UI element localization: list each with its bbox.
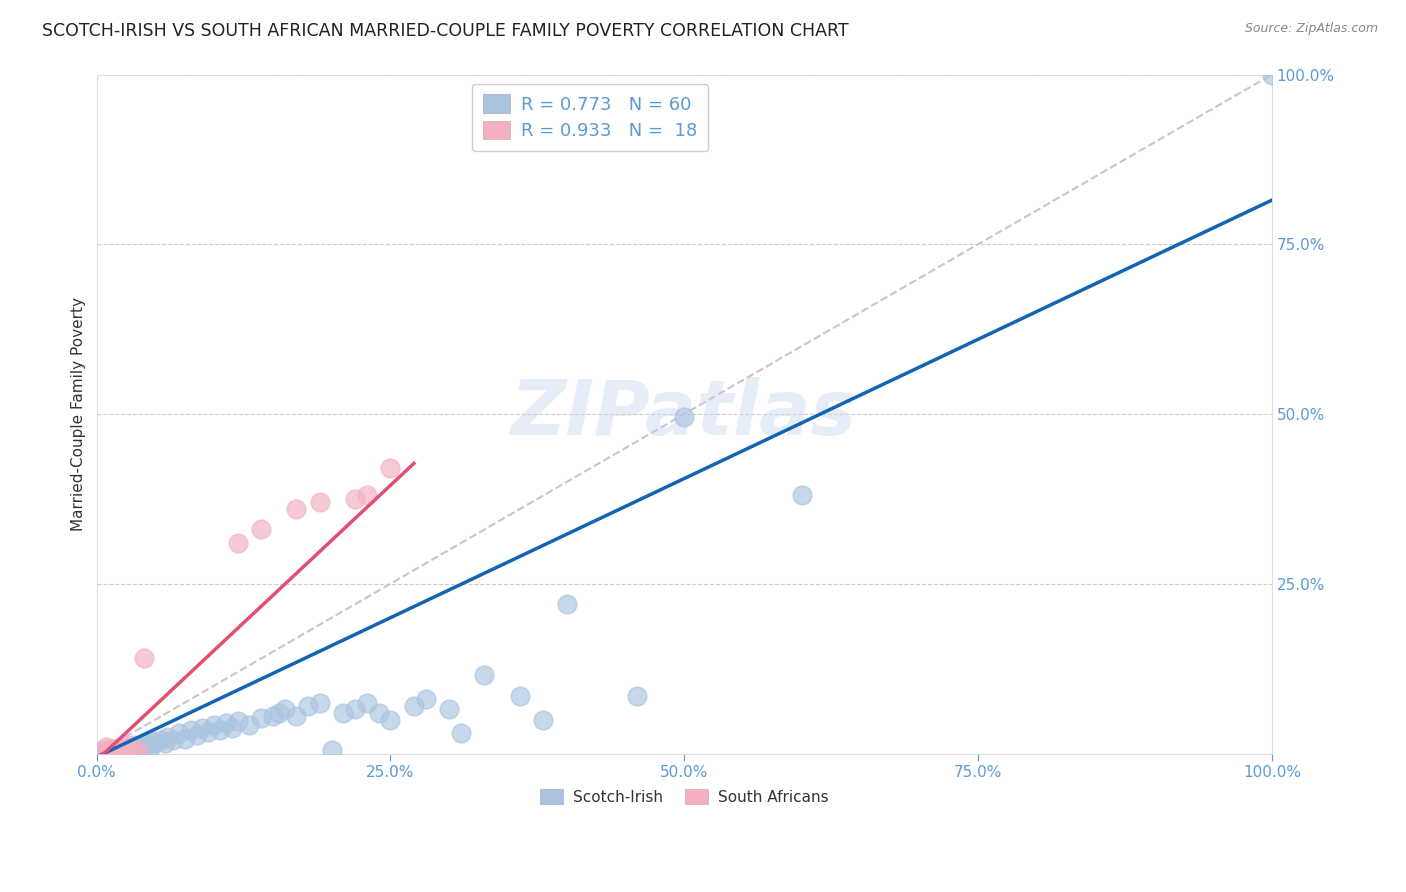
Point [121,741,143,756]
Point [402,698,425,713]
Point [267,706,290,720]
Point [100,742,122,756]
Point [118,739,141,754]
Point [273,702,295,716]
Point [107,741,129,756]
Point [197,724,219,739]
Point [238,718,260,732]
Point [162,733,184,747]
Point [356,488,378,502]
Point [111,741,134,756]
Point [115,739,138,753]
Point [108,743,131,757]
Point [509,689,531,703]
Point [626,689,648,703]
Point [122,739,145,753]
Point [91,744,114,758]
Text: Source: ZipAtlas.com: Source: ZipAtlas.com [1244,22,1378,36]
Point [191,721,214,735]
Point [202,718,225,732]
Point [226,536,249,550]
Point [450,726,472,740]
Point [356,696,378,710]
Text: SCOTCH-IRISH VS SOUTH AFRICAN MARRIED-COUPLE FAMILY POVERTY CORRELATION CHART: SCOTCH-IRISH VS SOUTH AFRICAN MARRIED-CO… [42,22,849,40]
Y-axis label: Married-Couple Family Poverty: Married-Couple Family Poverty [72,297,86,531]
Point [344,702,367,716]
Point [167,726,190,740]
Point [138,741,160,756]
Point [103,743,125,757]
Point [107,741,129,756]
Point [285,502,308,516]
Point [309,495,332,509]
Point [97,744,120,758]
Point [132,736,155,750]
Point [221,721,243,735]
Point [790,488,813,502]
Point [250,523,273,537]
Point [673,410,696,425]
Point [332,706,354,720]
Point [135,739,157,753]
Point [250,711,273,725]
Point [380,713,402,727]
Point [415,692,437,706]
Point [94,743,117,757]
Point [100,742,122,756]
Point [108,744,131,758]
Point [367,706,389,720]
Point [226,714,249,728]
Point [127,739,149,754]
Point [94,739,117,754]
Point [321,743,343,757]
Point [180,723,202,737]
Point [215,715,238,730]
Point [150,733,173,747]
Point [173,731,195,746]
Point [344,491,367,506]
Point [186,727,208,741]
Point [309,696,332,710]
Point [380,461,402,475]
Point [145,736,167,750]
Point [131,742,153,756]
Point [262,709,284,723]
Point [153,736,176,750]
Point [91,744,114,758]
Point [209,723,232,737]
Point [285,709,308,723]
Point [103,744,125,758]
Point [474,668,496,682]
Point [97,744,120,758]
Point [297,698,319,713]
Legend: Scotch-Irish, South Africans: Scotch-Irish, South Africans [531,780,838,814]
Point [115,743,138,757]
Point [156,730,179,744]
Point [439,702,461,716]
Point [1261,68,1284,82]
Point [555,597,578,611]
Point [142,734,165,748]
Text: ZIPatlas: ZIPatlas [512,377,858,451]
Point [132,651,155,665]
Point [127,744,149,758]
Point [121,742,143,756]
Point [531,713,554,727]
